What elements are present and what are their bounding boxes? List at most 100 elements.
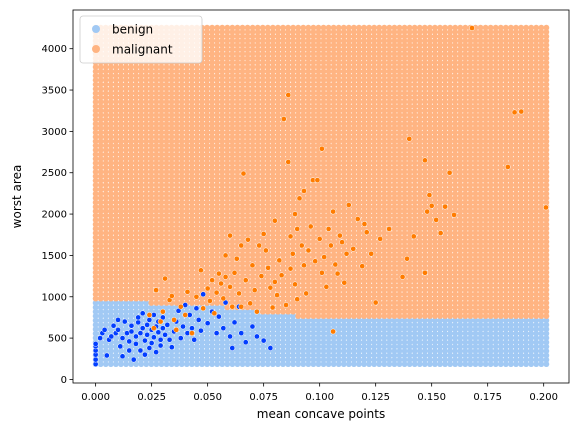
- background-grid-point: [249, 225, 256, 232]
- background-grid-point: [153, 199, 160, 206]
- background-grid-point: [199, 352, 205, 359]
- background-grid-point: [123, 147, 129, 153]
- background-grid-point: [234, 107, 241, 114]
- background-grid-point: [214, 335, 221, 341]
- background-grid-point: [290, 103, 297, 110]
- background-grid-point: [112, 134, 119, 140]
- background-grid-point: [188, 195, 195, 202]
- background-grid-point: [112, 343, 119, 350]
- background-grid-point: [133, 221, 140, 228]
- background-grid-point: [112, 247, 119, 254]
- background-grid-point: [199, 116, 205, 123]
- background-grid-point: [214, 29, 221, 35]
- background-grid-point: [133, 186, 140, 193]
- background-grid-point: [102, 68, 109, 75]
- background-grid-point: [188, 138, 195, 145]
- background-grid-point: [204, 103, 210, 110]
- background-grid-point: [269, 116, 276, 123]
- background-grid-point: [199, 356, 205, 363]
- background-grid-point: [178, 77, 185, 84]
- background-grid-point: [214, 77, 221, 84]
- background-grid-point: [280, 81, 286, 88]
- background-grid-point: [285, 51, 291, 57]
- background-grid-point: [118, 142, 124, 149]
- background-grid-point: [249, 142, 256, 149]
- background-grid-point: [148, 217, 155, 223]
- background-grid-point: [153, 103, 160, 110]
- background-grid-point: [239, 125, 246, 132]
- background-grid-point: [290, 313, 297, 319]
- background-grid-point: [183, 199, 190, 206]
- background-grid-point: [168, 234, 175, 241]
- background-grid-point: [290, 155, 297, 162]
- background-grid-point: [188, 282, 195, 289]
- background-grid-point: [199, 72, 205, 79]
- background-grid-point: [183, 160, 190, 167]
- background-grid-point: [107, 234, 114, 241]
- background-grid-point: [209, 155, 216, 162]
- background-grid-point: [219, 59, 226, 66]
- background-grid-point: [148, 361, 155, 368]
- background-grid-point: [269, 234, 276, 241]
- background-grid-point: [254, 203, 261, 210]
- background-grid-point: [209, 230, 216, 236]
- background-grid-point: [269, 308, 276, 315]
- background-grid-point: [183, 221, 190, 228]
- background-grid-point: [214, 217, 221, 223]
- background-grid-point: [178, 273, 185, 280]
- background-grid-point: [254, 343, 261, 350]
- background-grid-point: [249, 85, 256, 92]
- background-grid-point: [269, 361, 276, 368]
- background-grid-point: [199, 208, 205, 215]
- background-grid-point: [143, 160, 150, 167]
- background-grid-point: [330, 24, 337, 31]
- background-grid-point: [163, 160, 170, 167]
- background-grid-point: [173, 361, 180, 368]
- background-grid-point: [199, 300, 205, 306]
- background-grid-point: [112, 72, 119, 79]
- background-grid-point: [183, 103, 190, 110]
- background-grid-point: [290, 46, 297, 53]
- background-grid-point: [239, 217, 246, 223]
- background-grid-point: [118, 138, 124, 145]
- background-grid-point: [148, 182, 155, 188]
- background-grid-point: [259, 77, 266, 84]
- background-grid-point: [219, 230, 226, 236]
- background-grid-point: [168, 221, 175, 228]
- background-grid-point: [163, 190, 170, 197]
- background-grid-point: [254, 282, 261, 289]
- background-grid-point: [224, 55, 231, 62]
- background-grid-point: [209, 77, 216, 84]
- background-grid-point: [194, 155, 200, 162]
- background-grid-point: [209, 243, 216, 250]
- background-grid-point: [406, 24, 413, 31]
- background-grid-point: [133, 252, 140, 258]
- background-grid-point: [118, 256, 124, 263]
- background-grid-point: [285, 138, 291, 145]
- background-grid-point: [148, 103, 155, 110]
- background-grid-point: [163, 212, 170, 219]
- background-grid-point: [128, 208, 134, 215]
- background-grid-point: [214, 234, 221, 241]
- background-grid-point: [254, 195, 261, 202]
- background-grid-point: [138, 72, 145, 79]
- background-grid-point: [219, 256, 226, 263]
- background-grid-point: [254, 37, 261, 44]
- background-grid-point: [163, 282, 170, 289]
- background-grid-point: [102, 361, 109, 368]
- background-grid-point: [138, 300, 145, 306]
- background-grid-point: [112, 120, 119, 127]
- background-grid-point: [163, 265, 170, 271]
- background-grid-point: [244, 252, 251, 258]
- background-grid-point: [173, 147, 180, 153]
- background-grid-point: [219, 177, 226, 184]
- background-grid-point: [188, 273, 195, 280]
- background-grid-point: [133, 195, 140, 202]
- background-grid-point: [239, 260, 246, 267]
- background-grid-point: [128, 173, 134, 180]
- background-grid-point: [188, 147, 195, 153]
- background-grid-point: [92, 186, 99, 193]
- background-grid-point: [285, 81, 291, 88]
- background-grid-point: [224, 103, 231, 110]
- background-grid-point: [153, 134, 160, 140]
